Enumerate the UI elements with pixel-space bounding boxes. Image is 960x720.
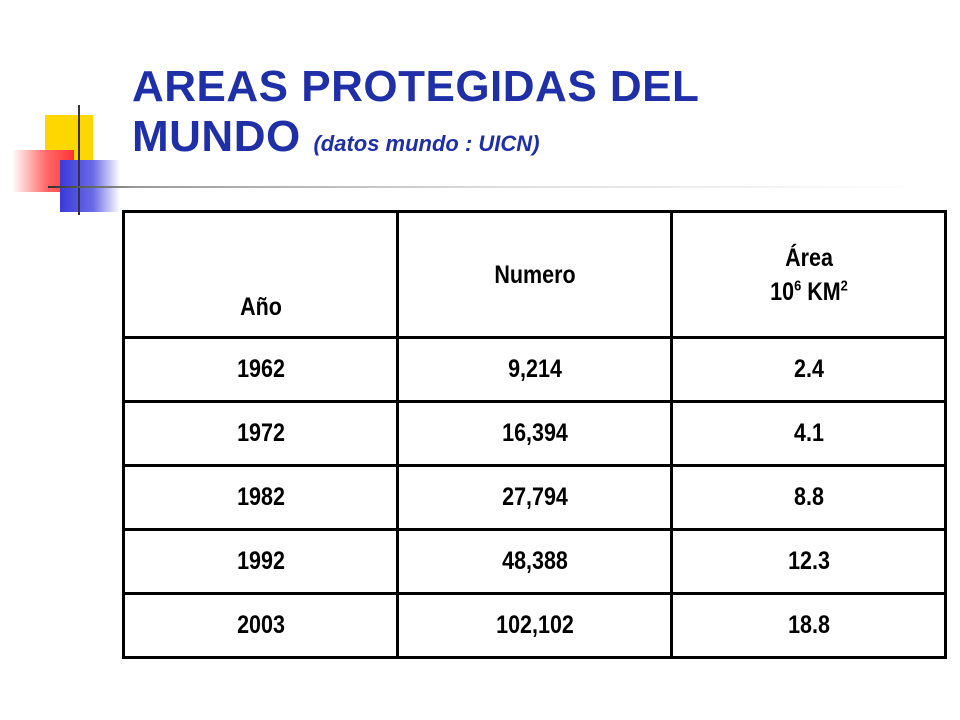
cell-year: 1962 bbox=[141, 336, 380, 403]
cell-area: 4.1 bbox=[689, 400, 928, 467]
cell-number: 48,388 bbox=[415, 528, 654, 595]
decor-horizontal-rule bbox=[48, 186, 928, 188]
cell-year: 1992 bbox=[141, 528, 380, 595]
protected-areas-table: Año Numero Área 106 KM2 1962 9,214 2.4 1… bbox=[122, 210, 947, 659]
header-area-unit: 106 KM2 bbox=[769, 277, 848, 306]
cell-area: 12.3 bbox=[689, 528, 928, 595]
title-source-note: (datos mundo : UICN) bbox=[313, 131, 540, 156]
cell-number: 27,794 bbox=[415, 464, 654, 531]
header-area: Área 106 KM2 bbox=[689, 210, 928, 339]
cell-number: 102,102 bbox=[415, 592, 654, 659]
decor-vertical-line bbox=[78, 105, 80, 215]
table-row: 1982 27,794 8.8 bbox=[124, 464, 946, 531]
cell-area: 8.8 bbox=[689, 464, 928, 531]
cell-year: 1972 bbox=[141, 400, 380, 467]
cell-area: 2.4 bbox=[689, 336, 928, 403]
cell-year: 1982 bbox=[141, 464, 380, 531]
table-row: 1962 9,214 2.4 bbox=[124, 336, 946, 403]
cell-number: 9,214 bbox=[415, 336, 654, 403]
title-line-2: MUNDO bbox=[132, 112, 301, 161]
header-number: Numero bbox=[415, 210, 654, 339]
table-row: 2003 102,102 18.8 bbox=[124, 592, 946, 659]
cell-area: 18.8 bbox=[689, 592, 928, 659]
table-header-row: Año Numero Área 106 KM2 bbox=[124, 210, 946, 339]
header-area-label: Área bbox=[784, 243, 833, 272]
title-line-1: AREAS PROTEGIDAS DEL bbox=[132, 62, 700, 111]
header-year: Año bbox=[141, 210, 380, 339]
table-row: 1972 16,394 4.1 bbox=[124, 400, 946, 467]
table-row: 1992 48,388 12.3 bbox=[124, 528, 946, 595]
slide-title: AREAS PROTEGIDAS DEL MUNDO (datos mundo … bbox=[132, 62, 699, 169]
cell-year: 2003 bbox=[141, 592, 380, 659]
cell-number: 16,394 bbox=[415, 400, 654, 467]
